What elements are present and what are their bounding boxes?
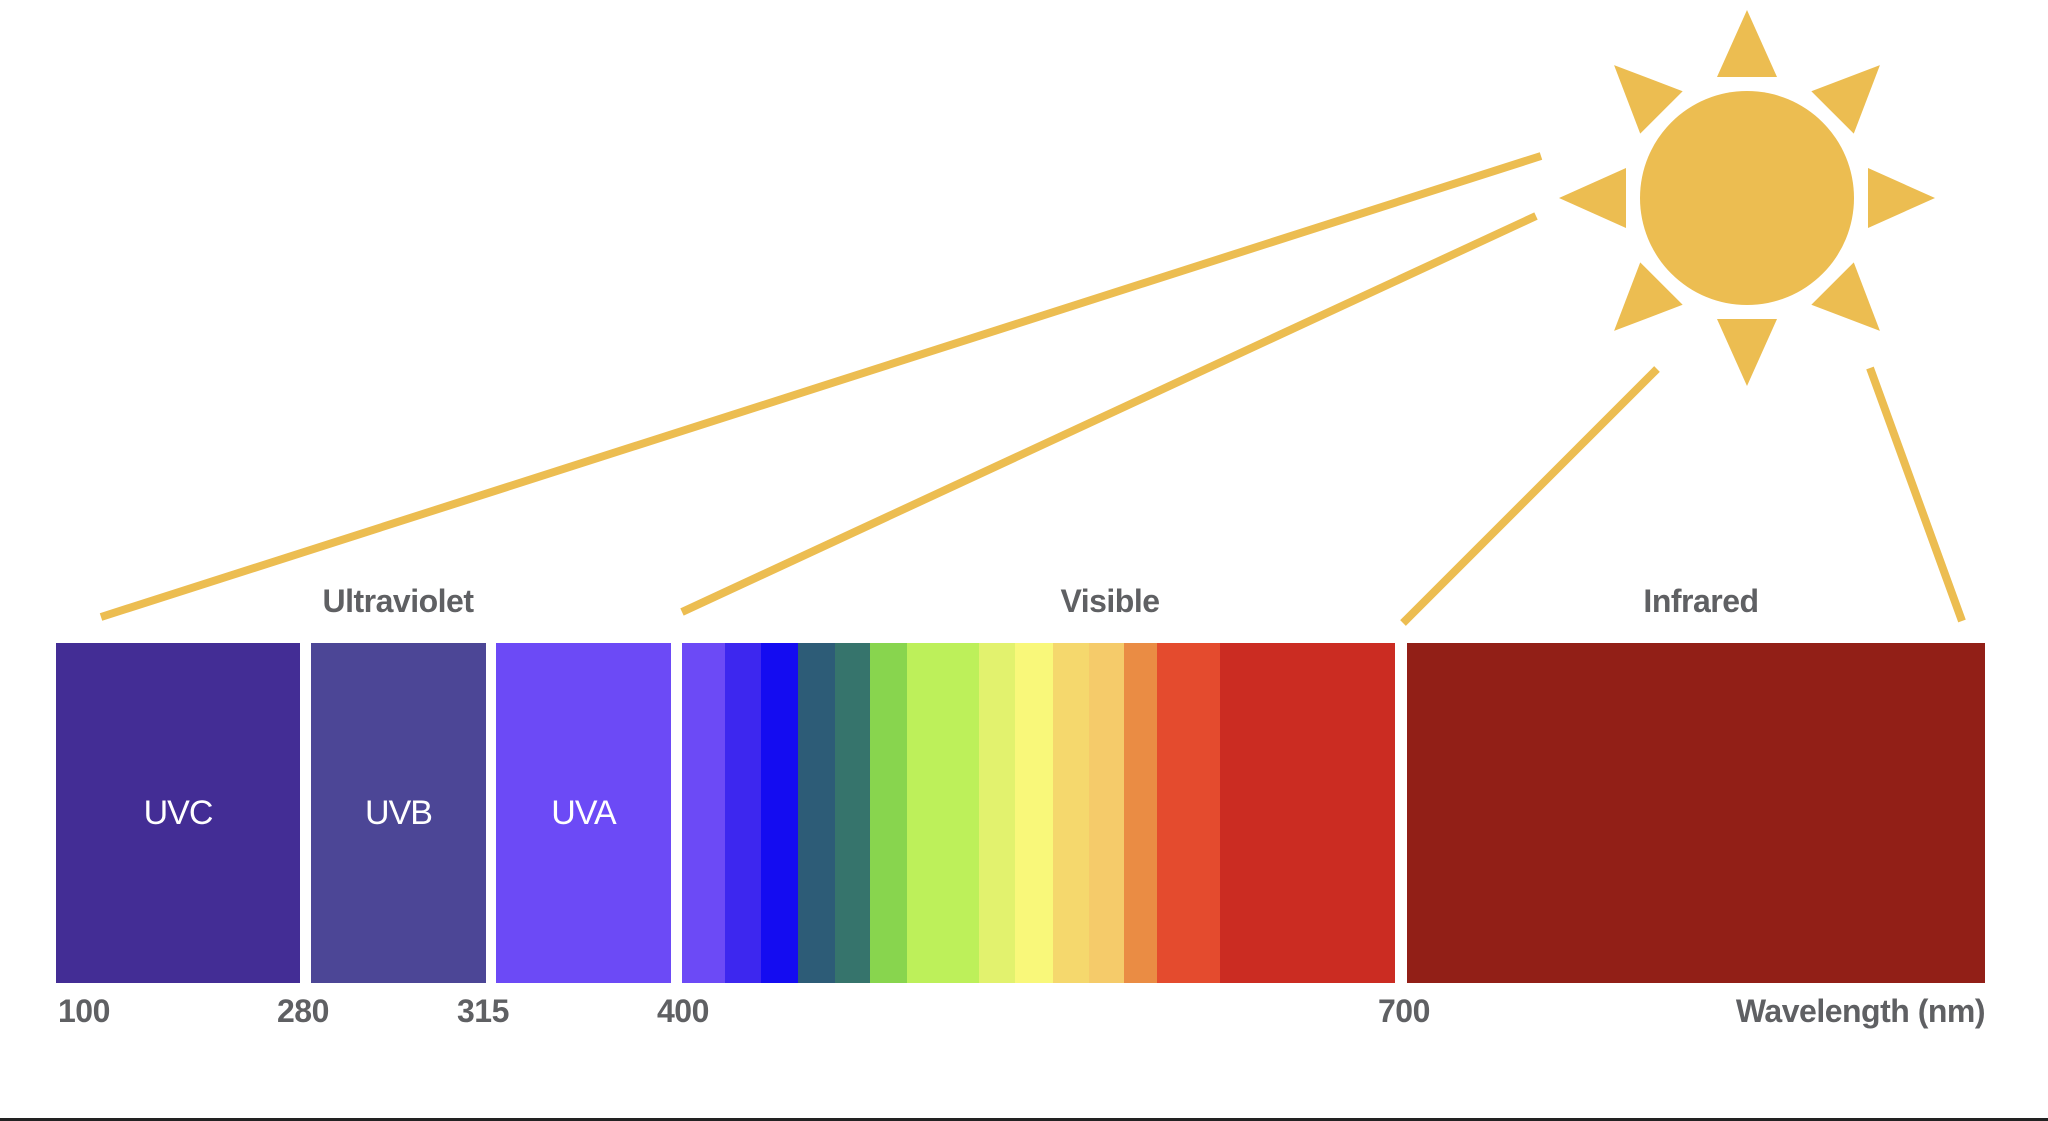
region-title-infrared: Infrared bbox=[1643, 583, 1759, 619]
band-uvc: UVC bbox=[56, 643, 300, 983]
visible-stripe bbox=[979, 643, 1016, 983]
band-uvb: UVB bbox=[311, 643, 486, 983]
band-infrared bbox=[1407, 643, 1985, 983]
band-uva: UVA bbox=[496, 643, 671, 983]
region-title-visible: Visible bbox=[1060, 583, 1160, 619]
visible-stripe bbox=[1156, 643, 1220, 983]
region-title-ultraviolet: Ultraviolet bbox=[322, 583, 474, 619]
ray-infrared-left bbox=[1400, 366, 1660, 626]
band-label-uvc: UVC bbox=[143, 793, 214, 832]
visible-stripe bbox=[797, 643, 835, 983]
visible-stripe bbox=[870, 643, 908, 983]
ray-ultraviolet-left bbox=[99, 152, 1543, 621]
visible-stripe bbox=[1052, 643, 1089, 983]
tick-700: 700 bbox=[1378, 993, 1430, 1029]
band-label-uvb: UVB bbox=[365, 793, 433, 832]
band-label-uva: UVA bbox=[551, 793, 616, 832]
tick-400: 400 bbox=[657, 993, 709, 1029]
ray-infrared-right bbox=[1866, 366, 1966, 623]
visible-stripe bbox=[834, 643, 871, 983]
sun-icon bbox=[1559, 10, 1935, 386]
axis-label-wavelength: Wavelength (nm) bbox=[1735, 993, 1986, 1029]
tick-100: 100 bbox=[58, 993, 110, 1029]
visible-stripe bbox=[682, 643, 725, 983]
visible-stripe bbox=[1123, 643, 1157, 983]
visible-stripe bbox=[760, 643, 798, 983]
visible-stripe bbox=[1088, 643, 1124, 983]
visible-spectrum-band bbox=[682, 643, 1395, 983]
visible-stripe bbox=[724, 643, 761, 983]
tick-280: 280 bbox=[277, 993, 329, 1029]
visible-stripe bbox=[1015, 643, 1053, 983]
visible-stripe bbox=[1219, 643, 1395, 983]
bottom-border bbox=[0, 1118, 2048, 1121]
tick-315: 315 bbox=[457, 993, 509, 1029]
ray-ultraviolet-right bbox=[680, 212, 1538, 616]
visible-stripe bbox=[907, 643, 980, 983]
